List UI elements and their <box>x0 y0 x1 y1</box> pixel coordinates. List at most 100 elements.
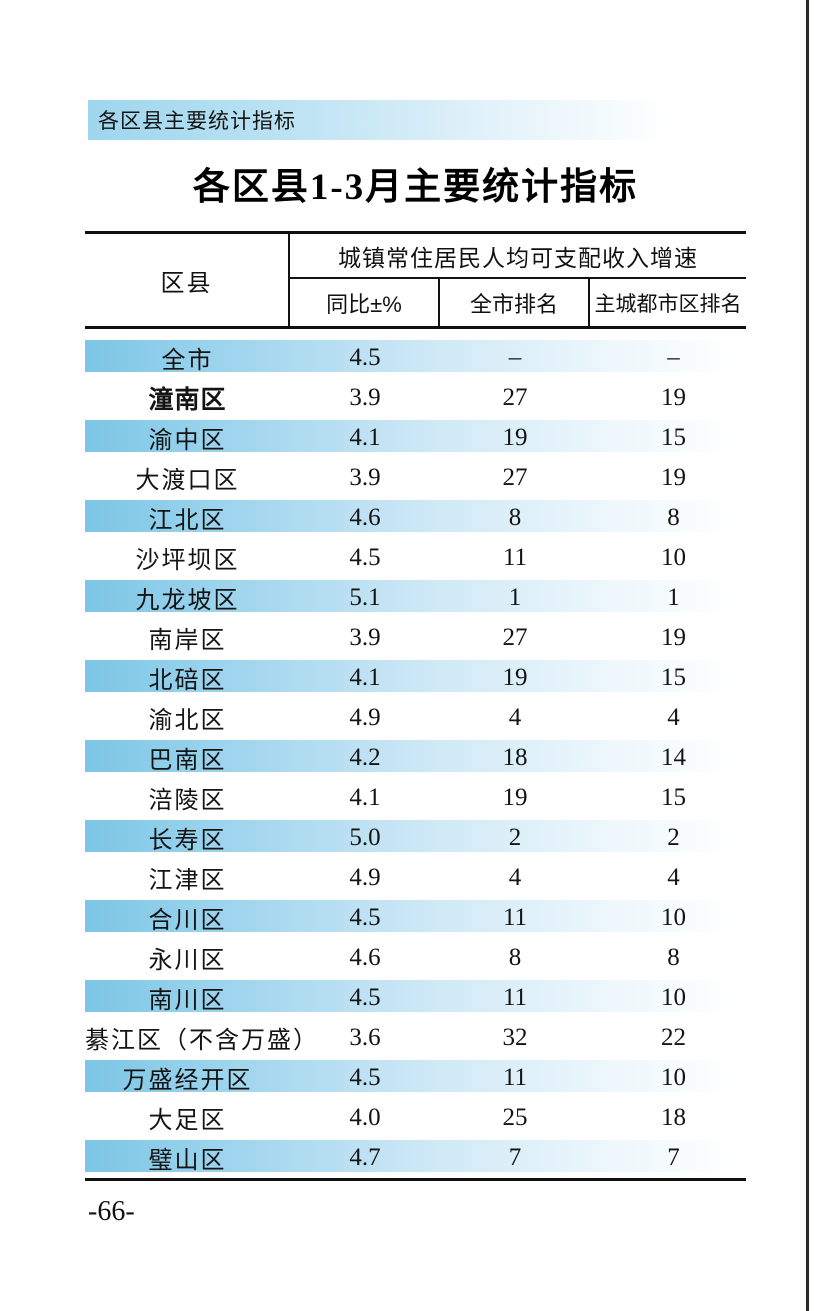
district-name-cell: 万盛经开区 <box>122 1066 253 1094</box>
table-row-band: 江津区 4.9 4 4 <box>85 860 757 895</box>
district-name-cell: 涪陵区 <box>148 786 227 814</box>
metro-rank-cell: 15 <box>661 783 686 811</box>
table-row-band: 南川区 4.5 11 10 <box>85 980 757 1014</box>
district-name-cell: 南岸区 <box>148 626 227 654</box>
district-name-cell: 大渡口区 <box>135 466 240 494</box>
table-row: 璧山区 4.7 7 7 <box>85 1136 757 1176</box>
table-row: 江北区 4.6 8 8 <box>85 496 757 536</box>
column-header-region: 区县 <box>85 234 290 326</box>
table-bottom-border <box>85 1178 746 1181</box>
section-header-label: 各区县主要统计指标 <box>98 110 296 133</box>
table-row-band: 沙坪坝区 4.5 11 10 <box>85 540 757 575</box>
metro-rank-cell: 19 <box>661 463 686 491</box>
city-rank-cell: 19 <box>502 423 528 451</box>
metro-rank-cell: 10 <box>661 543 686 571</box>
table-row: 万盛经开区 4.5 11 10 <box>85 1056 757 1096</box>
table-row-band: 全市 4.5 – – <box>85 340 757 374</box>
section-header-band: 各区县主要统计指标 <box>88 100 736 140</box>
table-row: 渝北区 4.9 4 4 <box>85 696 757 736</box>
page-number: -66- <box>88 1196 135 1227</box>
table-row-band: 巴南区 4.2 18 14 <box>85 740 757 774</box>
yoy-value-cell: 4.5 <box>349 983 381 1011</box>
yoy-value-cell: 4.7 <box>349 1143 381 1171</box>
table-row-band: 涪陵区 4.1 19 15 <box>85 780 757 815</box>
table-row-band: 潼南区 3.9 27 19 <box>85 380 757 414</box>
metro-rank-cell: 18 <box>661 1103 686 1131</box>
city-rank-cell: 25 <box>502 1103 528 1131</box>
table-row: 潼南区 3.9 27 19 <box>85 376 757 416</box>
district-name-cell: 潼南区 <box>148 386 227 414</box>
table-row: 綦江区（不含万盛） 3.6 32 22 <box>85 1016 757 1056</box>
metro-rank-cell: 15 <box>661 423 686 451</box>
yoy-value-cell: 5.0 <box>349 823 381 851</box>
table-body: 全市 4.5 – – 潼南区 3.9 27 19 渝中区 4.1 19 15 <box>85 336 757 1176</box>
city-rank-cell: 27 <box>502 623 528 651</box>
column-header-yoy: 同比±% <box>290 279 440 326</box>
table-row-band: 渝中区 4.1 19 15 <box>85 420 757 454</box>
yoy-value-cell: 4.1 <box>349 783 381 811</box>
page-title: 各区县1-3月主要统计指标 <box>192 167 639 208</box>
metro-rank-cell: 22 <box>661 1023 686 1051</box>
yoy-value-cell: 4.5 <box>349 1063 381 1091</box>
table-row: 巴南区 4.2 18 14 <box>85 736 757 776</box>
district-name-cell: 长寿区 <box>148 826 227 854</box>
column-group-header: 城镇常住居民人均可支配收入增速 <box>290 234 746 279</box>
city-rank-cell: 11 <box>502 903 528 931</box>
yoy-value-cell: 4.6 <box>349 503 381 531</box>
yoy-value-cell: 4.2 <box>349 743 381 771</box>
yoy-value-cell: 3.9 <box>349 463 381 491</box>
table-row: 南川区 4.5 11 10 <box>85 976 757 1016</box>
yoy-value-cell: 4.9 <box>349 863 381 891</box>
yoy-value-cell: 4.6 <box>349 943 381 971</box>
yoy-value-cell: 3.9 <box>349 384 381 411</box>
table-row-band: 璧山区 4.7 7 7 <box>85 1140 757 1174</box>
table-row: 南岸区 3.9 27 19 <box>85 616 757 656</box>
table-row: 长寿区 5.0 2 2 <box>85 816 757 856</box>
city-rank-cell: 19 <box>502 663 528 691</box>
yoy-value-cell: 4.9 <box>349 703 381 731</box>
city-rank-cell: 8 <box>508 943 522 971</box>
metro-rank-cell: 8 <box>667 503 680 531</box>
table-row: 北碚区 4.1 19 15 <box>85 656 757 696</box>
district-name-cell: 渝中区 <box>148 426 227 454</box>
district-name-cell: 大足区 <box>148 1106 227 1134</box>
district-name-cell: 南川区 <box>148 986 227 1014</box>
district-name-cell: 全市 <box>161 346 214 374</box>
metro-rank-cell: 19 <box>661 623 686 651</box>
table-row-band: 大渡口区 3.9 27 19 <box>85 460 757 495</box>
table-row-band: 万盛经开区 4.5 11 10 <box>85 1060 757 1094</box>
metro-rank-cell: 10 <box>661 1063 686 1091</box>
district-name-cell: 江津区 <box>148 866 227 894</box>
table-row-band: 渝北区 4.9 4 4 <box>85 700 757 735</box>
metro-rank-cell: 4 <box>667 703 680 731</box>
yoy-value-cell: 3.6 <box>349 1023 381 1051</box>
district-name-cell: 九龙坡区 <box>135 586 240 614</box>
table-row-band: 合川区 4.5 11 10 <box>85 900 757 934</box>
yoy-value-cell: 4.1 <box>349 423 381 451</box>
metro-rank-cell: 10 <box>661 903 686 931</box>
yoy-value-cell: 5.1 <box>349 583 381 611</box>
metro-rank-cell: 15 <box>661 663 686 691</box>
district-name-cell: 永川区 <box>148 946 227 974</box>
table-row: 九龙坡区 5.1 1 1 <box>85 576 757 616</box>
table-row-band: 北碚区 4.1 19 15 <box>85 660 757 694</box>
city-rank-cell: 11 <box>502 1063 528 1091</box>
district-name-cell: 北碚区 <box>148 666 227 694</box>
table-row: 大足区 4.0 25 18 <box>85 1096 757 1136</box>
city-rank-cell: 19 <box>502 783 528 811</box>
table-row: 渝中区 4.1 19 15 <box>85 416 757 456</box>
table-row-band: 江北区 4.6 8 8 <box>85 500 757 534</box>
city-rank-cell: 27 <box>502 384 528 411</box>
table-row: 江津区 4.9 4 4 <box>85 856 757 896</box>
table-row-band: 南岸区 3.9 27 19 <box>85 620 757 655</box>
table-row: 全市 4.5 – – <box>85 336 757 376</box>
city-rank-cell: 32 <box>502 1023 528 1051</box>
metro-rank-cell: 7 <box>667 1143 680 1171</box>
district-name-cell: 合川区 <box>148 906 227 934</box>
metro-rank-cell: 8 <box>667 943 680 971</box>
district-name-cell: 巴南区 <box>148 746 227 774</box>
city-rank-cell: 4 <box>508 863 522 891</box>
district-name-cell: 綦江区（不含万盛） <box>85 1026 319 1054</box>
yoy-value-cell: 4.5 <box>349 543 381 571</box>
